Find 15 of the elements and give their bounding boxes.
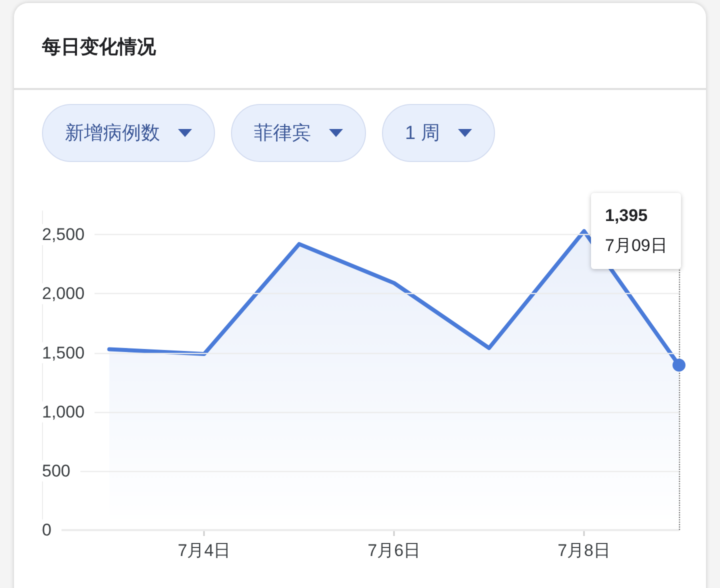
x-tick-label: 7月4日: [178, 541, 231, 560]
chart-title: 每日变化情况: [42, 36, 156, 60]
x-tick-label: 7月8日: [558, 541, 611, 560]
y-tick-label: 2,500: [42, 225, 85, 244]
y-tick-label: 1,500: [42, 343, 85, 362]
dropdown-button: 菲律宾: [231, 104, 366, 162]
tooltip: 1,395 7月09日: [591, 193, 682, 269]
dropdown-button: 新增病例数: [42, 104, 215, 162]
y-tick-label: 1,000: [42, 402, 85, 422]
y-tick-label: 2,000: [42, 284, 85, 304]
dropdown-button: 1 周: [382, 104, 495, 162]
ref-line-label: 1,395 7月09日: [605, 205, 668, 257]
x-tick-label: 7月6日: [368, 541, 421, 560]
y-tick-label: 0: [42, 520, 52, 540]
y-tick-label: 500: [42, 461, 70, 480]
